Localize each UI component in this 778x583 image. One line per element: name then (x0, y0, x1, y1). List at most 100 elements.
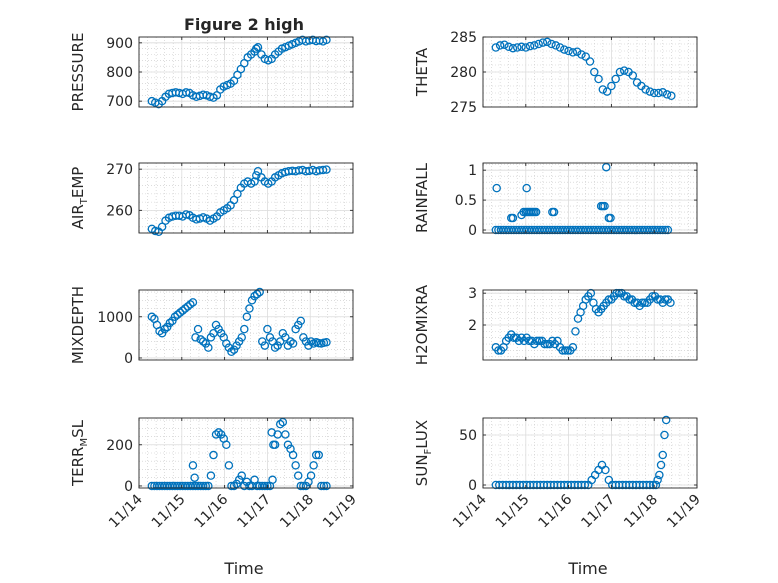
data-point (155, 326, 164, 336)
axes-box (482, 162, 698, 234)
data-point (227, 481, 236, 491)
data-point (253, 42, 263, 52)
data-point (260, 481, 270, 491)
x-tick-label: 11/16 (192, 491, 232, 531)
data-point (281, 333, 290, 342)
subplot-6: 2 3 H2OMIXRA (413, 284, 698, 365)
data-point (293, 471, 303, 480)
data-point (237, 333, 246, 342)
data-point (649, 88, 659, 98)
y-axis-label: PRESSURE (69, 33, 87, 112)
data-point (263, 324, 272, 334)
data-point (173, 310, 182, 319)
subplot-3: 260 270 AIRTEMP (69, 162, 354, 237)
data-point (661, 225, 670, 235)
subplot-1: 700 800 900 PRESSURE (69, 33, 354, 112)
y-axis-label: SUNFLUX (413, 420, 434, 486)
data-point (188, 461, 198, 470)
data-point (229, 195, 239, 205)
data-point (322, 35, 331, 45)
data-point (654, 88, 663, 98)
data-point (655, 470, 664, 480)
y-tick-label: 0 (468, 478, 477, 494)
data-point (322, 165, 331, 174)
data-point (268, 475, 277, 485)
data-point (296, 316, 306, 326)
data-point (250, 291, 259, 301)
data-point (504, 42, 513, 52)
data-point (547, 39, 556, 49)
data-point (602, 162, 611, 172)
data-point (191, 333, 200, 342)
data-point (291, 461, 300, 470)
data-point (318, 165, 328, 175)
y-tick-label: 260 (106, 203, 133, 219)
data-point (555, 43, 565, 52)
axes-box (138, 162, 354, 234)
data-point (542, 37, 552, 47)
data-point (522, 183, 531, 193)
data-point (508, 213, 518, 223)
data-point (656, 460, 666, 470)
y-axis-label: MIXDEPTH (69, 286, 87, 364)
data-point (275, 419, 285, 429)
x-axis-label-right: Time (567, 559, 607, 578)
data-point (181, 88, 191, 97)
data-point (572, 47, 582, 56)
data-point (531, 207, 541, 217)
data-point (306, 337, 316, 346)
y-axis-label: TERRMSL (69, 419, 90, 487)
data-point (288, 339, 298, 348)
data-point (204, 481, 213, 491)
data-point (183, 302, 193, 311)
data-point (165, 318, 175, 328)
y-tick-label: 1 (468, 163, 477, 179)
axes-box (138, 289, 354, 361)
data-point (255, 287, 264, 297)
y-tick-label: 0.5 (455, 193, 477, 209)
x-tick-label: 11/14 (450, 491, 490, 531)
data-point (585, 57, 595, 66)
data-point (188, 298, 198, 307)
data-point (601, 465, 610, 475)
data-point (299, 481, 308, 491)
data-point (181, 210, 191, 219)
data-point (594, 74, 603, 84)
data-point (658, 225, 668, 235)
data-point (590, 67, 599, 77)
x-tick-label: 11/17 (234, 492, 274, 532)
y-axis-label: AIRTEMP (69, 167, 90, 230)
data-point (317, 481, 326, 491)
data-point (193, 324, 203, 334)
subplot-7: 0 200 11/14 11/15 11/16 11/17 11/18 11/19 TERRMS… (69, 417, 360, 532)
y-tick-label: 285 (450, 30, 477, 46)
plot-area (139, 418, 353, 488)
y-tick-label: 280 (450, 65, 477, 81)
data-point (319, 481, 329, 491)
data-point (147, 312, 157, 322)
data-point (660, 430, 669, 440)
x-tick-label: 11/15 (149, 492, 189, 532)
data-point (204, 343, 213, 352)
data-point (296, 481, 306, 491)
data-point (157, 222, 167, 232)
data-point (233, 189, 242, 199)
data-point (649, 480, 658, 490)
data-point (641, 85, 650, 94)
data-point (581, 52, 590, 61)
data-point (201, 481, 211, 491)
x-axis-label-left: Time (223, 559, 263, 578)
data-point (577, 50, 586, 59)
data-point (198, 337, 208, 346)
data-point (628, 71, 638, 80)
data-point (198, 481, 208, 491)
y-tick-label: 800 (106, 65, 133, 81)
data-point (564, 46, 573, 56)
data-point (222, 440, 231, 450)
data-point (252, 171, 261, 180)
data-point (540, 339, 549, 349)
data-point (615, 67, 625, 77)
data-point (269, 440, 278, 450)
data-point (500, 40, 509, 49)
data-point (495, 41, 505, 50)
